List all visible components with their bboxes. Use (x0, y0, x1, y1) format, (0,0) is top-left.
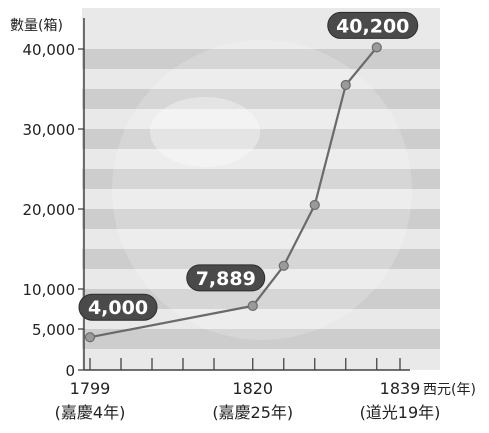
y-tick-label: 30,000 (23, 121, 76, 139)
sphere-highlight (150, 97, 260, 167)
x-tick-label: 1820 (232, 379, 273, 398)
data-label: 7,889 (196, 268, 256, 290)
x-tick-era-label: (道光19年) (360, 403, 441, 422)
data-label-badge (186, 264, 266, 292)
x-axis-title: 西元(年) (423, 382, 476, 398)
plot-background (82, 8, 440, 370)
data-point (371, 42, 382, 53)
x-tick-era-label: (嘉慶25年) (212, 403, 293, 422)
grid-band (82, 209, 440, 229)
y-tick-label: 20,000 (23, 201, 76, 219)
y-tick-label: 40,000 (23, 41, 76, 59)
data-label: 40,200 (336, 15, 409, 37)
y-axis-title: 數量(箱) (10, 18, 63, 34)
y-tick-label: 10,000 (23, 281, 76, 299)
y-tick-label: 0 (65, 362, 75, 380)
grid-band (82, 289, 440, 309)
data-point (309, 199, 320, 211)
grid-band (82, 329, 440, 349)
x-tick-era-label: (嘉慶4年) (55, 403, 126, 422)
data-point (278, 260, 289, 271)
data-label: 4,000 (88, 297, 148, 319)
grid-band (82, 249, 440, 269)
grid-band (82, 129, 440, 149)
grid-band (82, 169, 440, 189)
series-group (84, 42, 382, 343)
axes: 0 5,000 10,000 20,000 30,000 40,000 數量(箱) 1799 (… (10, 18, 476, 422)
data-point (84, 332, 96, 343)
series-line (89, 46, 378, 339)
data-label-badge (327, 11, 419, 39)
y-tick-label: 5,000 (32, 321, 75, 339)
grid-band (82, 49, 440, 69)
x-tick-label: 1839 (380, 379, 421, 398)
data-label-badge (78, 293, 158, 321)
data-point (247, 300, 258, 311)
data-label-group: 4,000 7,889 40,200 (78, 11, 419, 321)
grid-band (82, 89, 440, 109)
x-tick-label: 1799 (70, 379, 111, 398)
data-point (340, 79, 351, 91)
